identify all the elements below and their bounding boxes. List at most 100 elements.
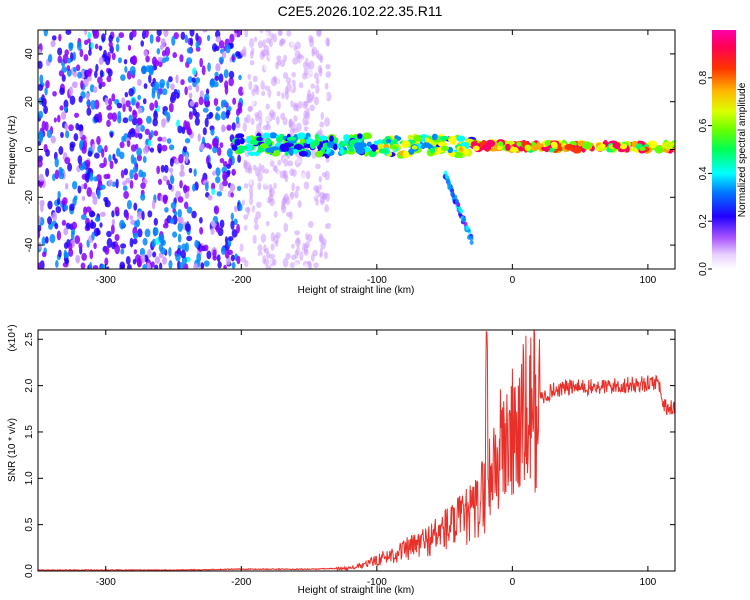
- heatmap-cell: [93, 176, 99, 182]
- heatmap-cell: [199, 217, 203, 224]
- heatmap-cell: [92, 30, 98, 39]
- y-tick-label: 0.0: [24, 564, 35, 578]
- heatmap-cell: [127, 44, 132, 51]
- heatmap-cell: [47, 216, 53, 225]
- heatmap-cell: [156, 30, 162, 37]
- heatmap-cell: [269, 187, 275, 197]
- heatmap-cell: [282, 105, 287, 114]
- heatmap-cell: [91, 231, 95, 241]
- heatmap-cell: [244, 183, 249, 189]
- heatmap-cell: [377, 143, 383, 150]
- heatmap-cell: [272, 75, 278, 83]
- heatmap-cell: [145, 262, 152, 269]
- heatmap-cell: [79, 48, 84, 58]
- heatmap-cell: [70, 231, 75, 240]
- heatmap-cell: [250, 117, 255, 126]
- heatmap-cell: [99, 184, 106, 190]
- heatmap-cell: [612, 142, 621, 149]
- heatmap-cell: [230, 192, 234, 198]
- heatmap-cell: [362, 132, 373, 140]
- heatmap-cell: [153, 130, 159, 137]
- heatmap-cell: [186, 206, 193, 214]
- heatmap-cell: [184, 242, 189, 253]
- heatmap-cell: [141, 65, 148, 75]
- heatmap-cell: [216, 191, 223, 197]
- heatmap-cell: [239, 243, 244, 252]
- heatmap-cell: [243, 117, 248, 123]
- heatmap-cell: [38, 159, 43, 168]
- heatmap-cell: [303, 249, 309, 256]
- heatmap-cell: [202, 127, 207, 136]
- heatmap-cell: [150, 130, 154, 138]
- heatmap-cell: [135, 143, 139, 149]
- heatmap-cell: [177, 222, 183, 232]
- x-tick-label: -200: [231, 577, 251, 588]
- heatmap-cell: [294, 50, 301, 59]
- heatmap-cell: [202, 30, 208, 33]
- heatmap-cell: [52, 90, 57, 97]
- heatmap-cell: [170, 91, 177, 102]
- heatmap-cell: [260, 233, 267, 243]
- heatmap-cell: [303, 156, 309, 164]
- heatmap-cell: [108, 154, 112, 163]
- heatmap-cell: [453, 151, 463, 159]
- heatmap-cell: [41, 120, 47, 131]
- heatmap-cell: [100, 81, 106, 87]
- heatmap-cell: [129, 237, 134, 248]
- heatmap-cell: [175, 74, 179, 84]
- heatmap-cell: [288, 211, 293, 220]
- heatmap-cell: [47, 53, 53, 63]
- heatmap-cell: [290, 100, 294, 108]
- heatmap-cell: [213, 81, 219, 88]
- heatmap-cell: [119, 219, 126, 230]
- heatmap-cell: [214, 45, 220, 51]
- heatmap-cell: [104, 97, 109, 106]
- heatmap-cell: [453, 194, 458, 200]
- heatmap-cell: [86, 100, 90, 106]
- heatmap-cell: [183, 184, 188, 194]
- heatmap-cell: [255, 85, 260, 96]
- heatmap-cell: [389, 144, 399, 150]
- heatmap-cell: [120, 248, 125, 255]
- heatmap-cell: [136, 211, 143, 220]
- heatmap-cell: [247, 105, 254, 112]
- heatmap-cell: [269, 146, 280, 151]
- heatmap-cell: [157, 136, 163, 142]
- heatmap-cell: [270, 101, 275, 108]
- heatmap-cell: [75, 64, 81, 72]
- heatmap-cell: [111, 52, 116, 61]
- heatmap-cell: [117, 57, 122, 64]
- heatmap-cell: [313, 262, 319, 269]
- heatmap-cell: [195, 83, 200, 93]
- heatmap-cell: [54, 157, 59, 168]
- heatmap-cell: [66, 65, 71, 72]
- heatmap-cell: [236, 148, 245, 154]
- heatmap-cell: [168, 144, 175, 151]
- heatmap-cell: [162, 222, 169, 229]
- heatmap-cell: [256, 123, 262, 133]
- heatmap-cell: [307, 221, 314, 229]
- heatmap-cell: [277, 159, 282, 166]
- heatmap-cell: [96, 189, 101, 200]
- heatmap-cell: [38, 229, 41, 239]
- heatmap-cell: [118, 32, 125, 39]
- heatmap-cell: [124, 91, 129, 98]
- heatmap-cell: [648, 140, 658, 149]
- heatmap-cell: [211, 188, 215, 196]
- heatmap-cell: [251, 88, 256, 96]
- heatmap-cell: [323, 251, 328, 260]
- heatmap-cell: [90, 219, 94, 229]
- heatmap-cell: [169, 167, 174, 174]
- heatmap-cell: [140, 124, 145, 132]
- heatmap-cell: [133, 172, 139, 181]
- x-tick-label: 100: [640, 275, 657, 286]
- heatmap-cell: [214, 71, 219, 78]
- heatmap-cell: [108, 41, 113, 48]
- heatmap-cell: [284, 151, 289, 157]
- heatmap-cell: [187, 85, 193, 91]
- heatmap-cell: [286, 136, 297, 141]
- heatmap-cell: [104, 246, 110, 255]
- heatmap-cell: [92, 86, 98, 93]
- heatmap-cell: [114, 158, 118, 164]
- heatmap-cell: [258, 254, 263, 262]
